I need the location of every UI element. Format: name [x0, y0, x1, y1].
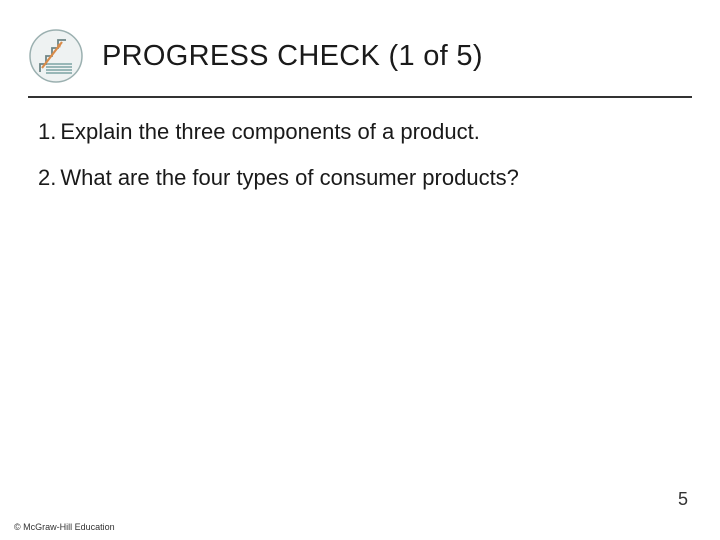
content: 1.Explain the three components of a prod… — [0, 118, 720, 193]
question-text: Explain the three components of a produc… — [60, 119, 479, 144]
question-number: 2. — [38, 164, 56, 193]
page-number: 5 — [678, 489, 688, 510]
question-1: 1.Explain the three components of a prod… — [38, 118, 682, 147]
question-text: What are the four types of consumer prod… — [60, 165, 519, 190]
page-title: PROGRESS CHECK (1 of 5) — [102, 40, 483, 73]
copyright: © McGraw-Hill Education — [14, 522, 115, 532]
question-number: 1. — [38, 118, 56, 147]
stairs-progress-icon — [28, 28, 84, 84]
divider — [28, 96, 692, 98]
header: PROGRESS CHECK (1 of 5) — [0, 0, 720, 96]
question-2: 2.What are the four types of consumer pr… — [38, 164, 682, 193]
